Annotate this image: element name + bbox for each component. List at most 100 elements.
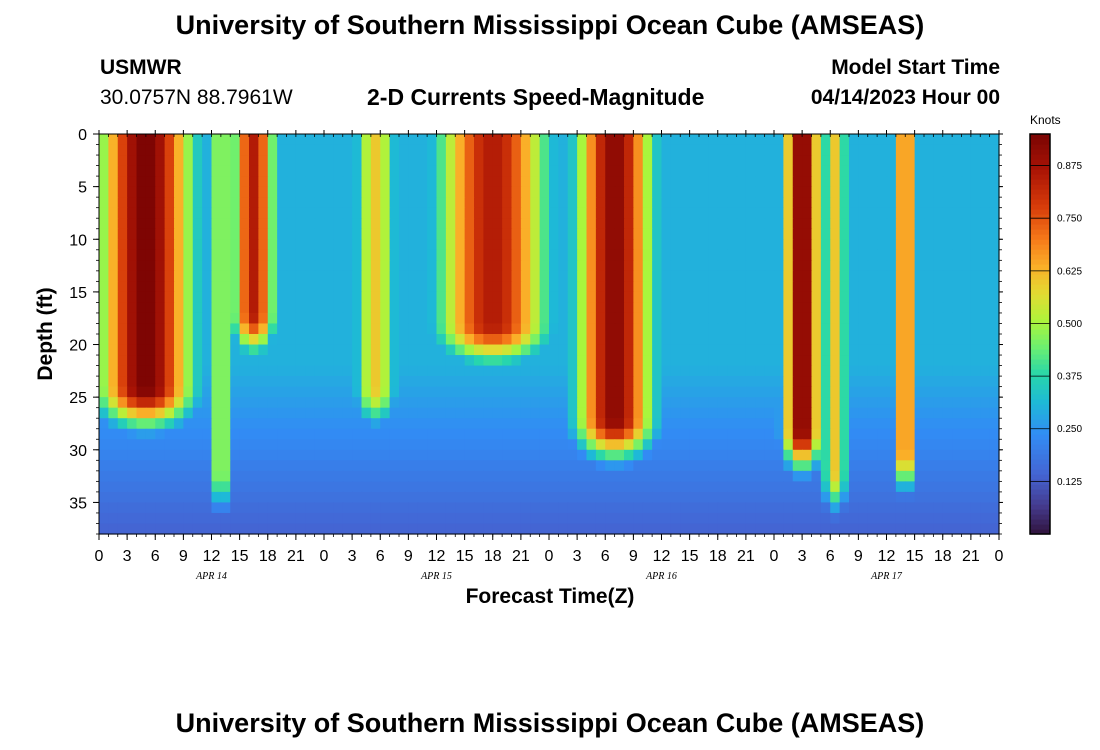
- heatmap-cell: [445, 207, 456, 219]
- heatmap-cell: [586, 239, 597, 251]
- heatmap-cell: [164, 312, 175, 325]
- heatmap-cell: [642, 344, 653, 356]
- heatmap-cell: [324, 312, 334, 325]
- heatmap-cell: [886, 407, 897, 419]
- heatmap-cell: [361, 355, 372, 367]
- heatmap-cell: [174, 239, 184, 251]
- heatmap-cell: [277, 397, 288, 409]
- heatmap-cell: [867, 228, 878, 240]
- x-tick-label: 3: [123, 548, 132, 565]
- heatmap-cell: [952, 365, 963, 377]
- heatmap-cell: [427, 281, 438, 293]
- heatmap-cell: [558, 460, 569, 472]
- heatmap-cell: [605, 155, 616, 167]
- heatmap-cell: [914, 323, 925, 335]
- heatmap-cell: [783, 218, 794, 230]
- heatmap-cell: [736, 523, 747, 535]
- heatmap-cell: [174, 418, 184, 430]
- x-tick-label: 0: [95, 548, 104, 565]
- heatmap-cell: [333, 155, 344, 167]
- colorbar-segment: [1030, 139, 1050, 145]
- heatmap-cell: [277, 134, 288, 146]
- heatmap-cell: [670, 460, 681, 472]
- heatmap-cell: [483, 470, 494, 482]
- heatmap-cell: [502, 460, 513, 472]
- heatmap-cell: [455, 207, 466, 219]
- heatmap-cell: [642, 207, 653, 219]
- heatmap-cell: [624, 512, 634, 525]
- heatmap-cell: [877, 144, 888, 156]
- heatmap-cell: [717, 239, 728, 251]
- heatmap-cell: [445, 270, 456, 282]
- heatmap-cell: [970, 249, 981, 261]
- heatmap-cell: [249, 344, 259, 356]
- heatmap-cell: [886, 228, 897, 240]
- heatmap-cell: [867, 481, 878, 493]
- heatmap-cell: [474, 176, 484, 188]
- heatmap-cell: [230, 449, 241, 461]
- heatmap-cell: [342, 176, 353, 188]
- heatmap-cell: [961, 312, 972, 325]
- heatmap-cell: [314, 155, 325, 167]
- heatmap-cell: [277, 302, 288, 314]
- heatmap-cell: [314, 355, 325, 367]
- heatmap-cell: [633, 376, 644, 388]
- heatmap-cell: [530, 186, 541, 198]
- heatmap-cell: [839, 344, 850, 356]
- heatmap-cell: [427, 439, 438, 451]
- heatmap-cell: [324, 302, 334, 314]
- heatmap-cell: [399, 365, 409, 377]
- heatmap-cell: [164, 376, 175, 388]
- heatmap-cell: [886, 334, 897, 346]
- heatmap-cell: [970, 523, 981, 535]
- heatmap-cell: [774, 418, 784, 430]
- heatmap-cell: [745, 428, 756, 440]
- heatmap-cell: [905, 365, 916, 377]
- heatmap-cell: [324, 397, 334, 409]
- heatmap-cell: [277, 323, 288, 335]
- heatmap-cell: [577, 218, 588, 230]
- heatmap-cell: [492, 334, 503, 346]
- heatmap-cell: [361, 281, 372, 293]
- heatmap-cell: [324, 134, 334, 146]
- heatmap-cell: [211, 302, 222, 314]
- heatmap-cell: [502, 449, 513, 461]
- heatmap-cell: [530, 291, 541, 304]
- heatmap-cell: [942, 376, 953, 388]
- heatmap-cell: [736, 439, 747, 451]
- heatmap-cell: [145, 197, 156, 209]
- colorbar-segment: [1030, 469, 1050, 475]
- heatmap-cell: [427, 418, 438, 430]
- heatmap-cell: [249, 323, 259, 335]
- heatmap-cell: [155, 218, 166, 230]
- heatmap-cell: [192, 512, 203, 525]
- heatmap-cell: [624, 155, 634, 167]
- heatmap-cell: [539, 228, 550, 240]
- heatmap-cell: [792, 207, 803, 219]
- heatmap-cell: [933, 512, 944, 525]
- heatmap-cell: [155, 428, 166, 440]
- heatmap-cell: [108, 239, 119, 251]
- heatmap-cell: [117, 176, 128, 188]
- heatmap-cell: [895, 502, 906, 514]
- heatmap-cell: [970, 260, 981, 272]
- heatmap-cell: [249, 523, 259, 535]
- heatmap-cell: [867, 344, 878, 356]
- heatmap-cell: [117, 460, 128, 472]
- heatmap-cell: [352, 523, 363, 535]
- heatmap-cell: [174, 312, 184, 325]
- heatmap-cell: [708, 155, 719, 167]
- heatmap-cell: [464, 186, 475, 198]
- heatmap-cell: [914, 176, 925, 188]
- colorbar-segment: [1030, 389, 1050, 395]
- heatmap-cell: [586, 186, 597, 198]
- heatmap-cell: [820, 439, 831, 451]
- colorbar-segment: [1030, 334, 1050, 340]
- heatmap-cell: [970, 144, 981, 156]
- heatmap-cell: [455, 491, 466, 504]
- heatmap-cell: [727, 334, 738, 346]
- heatmap-cell: [220, 312, 231, 325]
- heatmap-cell: [361, 302, 372, 314]
- heatmap-cell: [905, 144, 916, 156]
- heatmap-cell: [933, 270, 944, 282]
